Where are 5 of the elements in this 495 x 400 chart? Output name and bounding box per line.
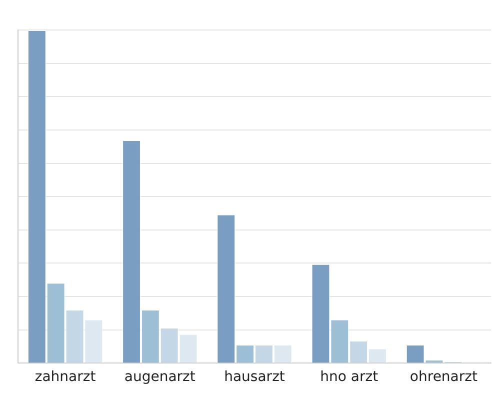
- x-tick-label: augenarzt: [124, 369, 196, 386]
- x-tick-label: hno arzt: [320, 369, 379, 386]
- x-tick-label: ohrenarzt: [410, 369, 478, 386]
- x-tick-label: zahnarzt: [34, 369, 96, 386]
- x-tick-label: hausarzt: [224, 369, 286, 386]
